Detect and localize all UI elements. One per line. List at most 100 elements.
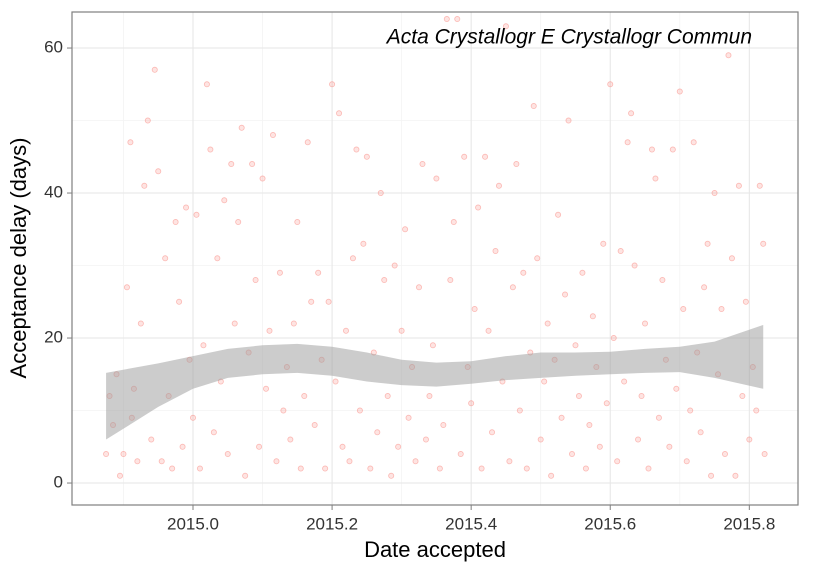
point [621,378,628,385]
point [575,393,582,400]
point [304,139,311,146]
point [315,269,322,276]
point [704,240,711,247]
point [235,219,242,226]
point [294,219,301,226]
point [687,407,694,414]
point [680,306,687,313]
point [256,443,263,450]
point [349,255,356,262]
point [221,197,228,204]
point [513,161,520,168]
point [659,277,666,284]
point [579,269,586,276]
point [753,407,760,414]
point [231,320,238,327]
point [287,436,294,443]
point [144,117,151,124]
point [402,226,409,233]
point [562,291,569,298]
point [485,327,492,334]
point [367,465,374,472]
point [429,342,436,349]
point [461,153,468,160]
point [603,400,610,407]
point [565,117,572,124]
point [127,139,134,146]
point [395,443,402,450]
point [589,313,596,320]
point [746,436,753,443]
point [203,81,210,88]
point [311,422,318,429]
point [388,472,395,479]
point [614,458,621,465]
point [141,182,148,189]
point [332,378,339,385]
point [172,219,179,226]
point [534,255,541,262]
point [339,443,346,450]
point [669,146,676,153]
point [398,327,405,334]
x-tick-label: 2015.0 [167,514,219,533]
point [628,110,635,117]
point [690,139,697,146]
point [711,190,718,197]
point [728,255,735,262]
point [266,327,273,334]
point [721,451,728,458]
point [655,414,662,421]
point [454,16,461,23]
point [151,66,158,73]
point [572,342,579,349]
point [450,219,457,226]
point [276,269,283,276]
point [642,320,649,327]
point [308,298,315,305]
point [506,458,513,465]
point [436,465,443,472]
point [617,248,624,255]
point [123,284,130,291]
point [322,465,329,472]
point [342,327,349,334]
point [426,393,433,400]
point [638,393,645,400]
point [761,451,768,458]
point [363,153,370,160]
point [555,211,562,218]
point [422,436,429,443]
point [183,204,190,211]
point [103,451,110,458]
y-tick-label: 20 [44,328,63,347]
point [336,110,343,117]
point [356,407,363,414]
point [558,414,565,421]
point [297,465,304,472]
point [162,255,169,262]
x-tick-label: 2015.8 [723,514,775,533]
point [301,393,308,400]
point [405,414,412,421]
plot-border [71,11,799,506]
point [600,240,607,247]
point [433,175,440,182]
x-tick-label: 2015.2 [306,514,358,533]
point [443,16,450,23]
point [457,451,464,458]
point [416,284,423,291]
point [676,88,683,95]
point [214,255,221,262]
point [269,132,276,139]
point [169,465,176,472]
point [586,422,593,429]
point [516,407,523,414]
point [134,458,141,465]
point [530,103,537,110]
point [607,81,614,88]
point [290,320,297,327]
point [610,335,617,342]
point [263,385,270,392]
